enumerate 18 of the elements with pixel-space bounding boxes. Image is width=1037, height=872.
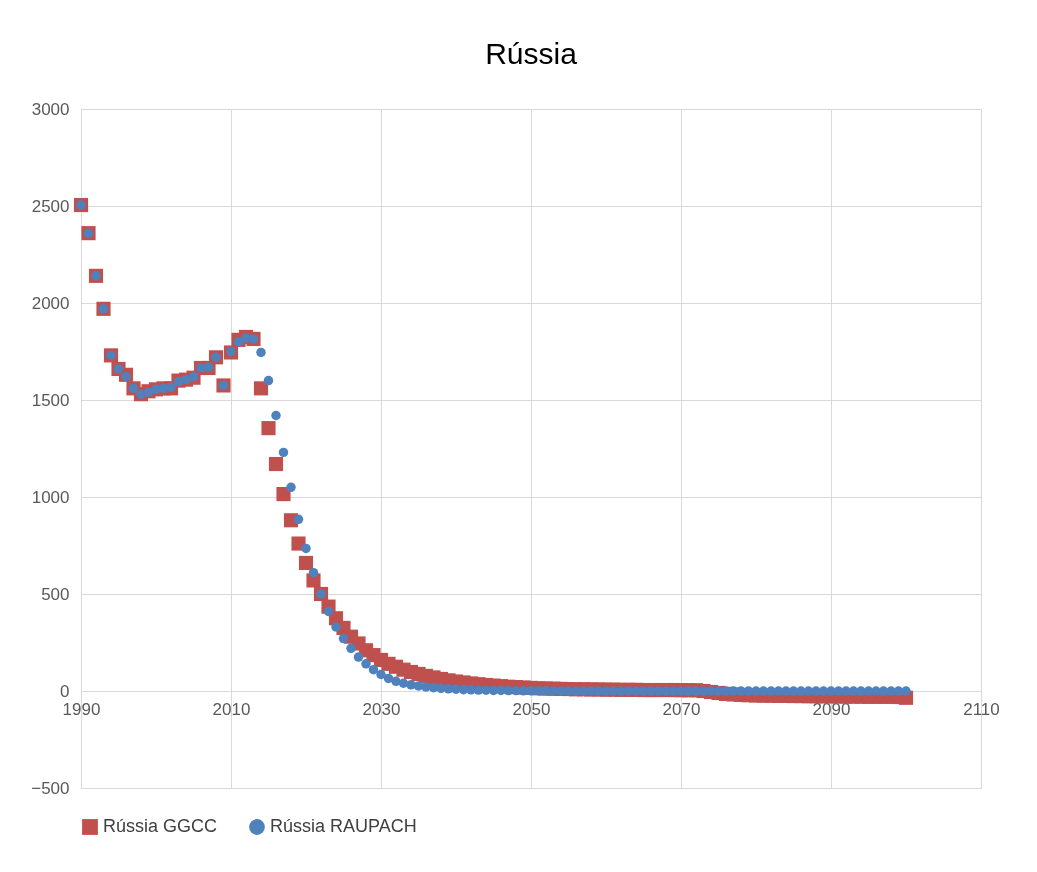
legend-label: Rússia RAUPACH (270, 816, 417, 836)
y-tick-label: 2000 (31, 293, 70, 313)
chart-title: Rússia (485, 37, 578, 70)
x-tick-label: 2090 (812, 699, 851, 719)
x-tick-label: 2070 (662, 699, 701, 719)
y-tick-label: −500 (31, 778, 70, 798)
x-tick-label: 1990 (62, 699, 101, 719)
y-tick-label: 3000 (31, 99, 70, 119)
y-tick-label: 0 (60, 681, 70, 701)
legend-label: Rússia GGCC (103, 816, 218, 836)
x-tick-label: 2050 (512, 699, 551, 719)
x-tick-label: 2030 (362, 699, 401, 719)
x-tick-label: 2110 (963, 699, 1000, 719)
y-tick-label: 500 (41, 584, 70, 604)
y-tick-label: 1000 (31, 487, 70, 507)
y-tick-label: 2500 (31, 196, 70, 216)
y-tick-label: 1500 (31, 390, 70, 410)
x-tick-label: 2010 (212, 699, 251, 719)
